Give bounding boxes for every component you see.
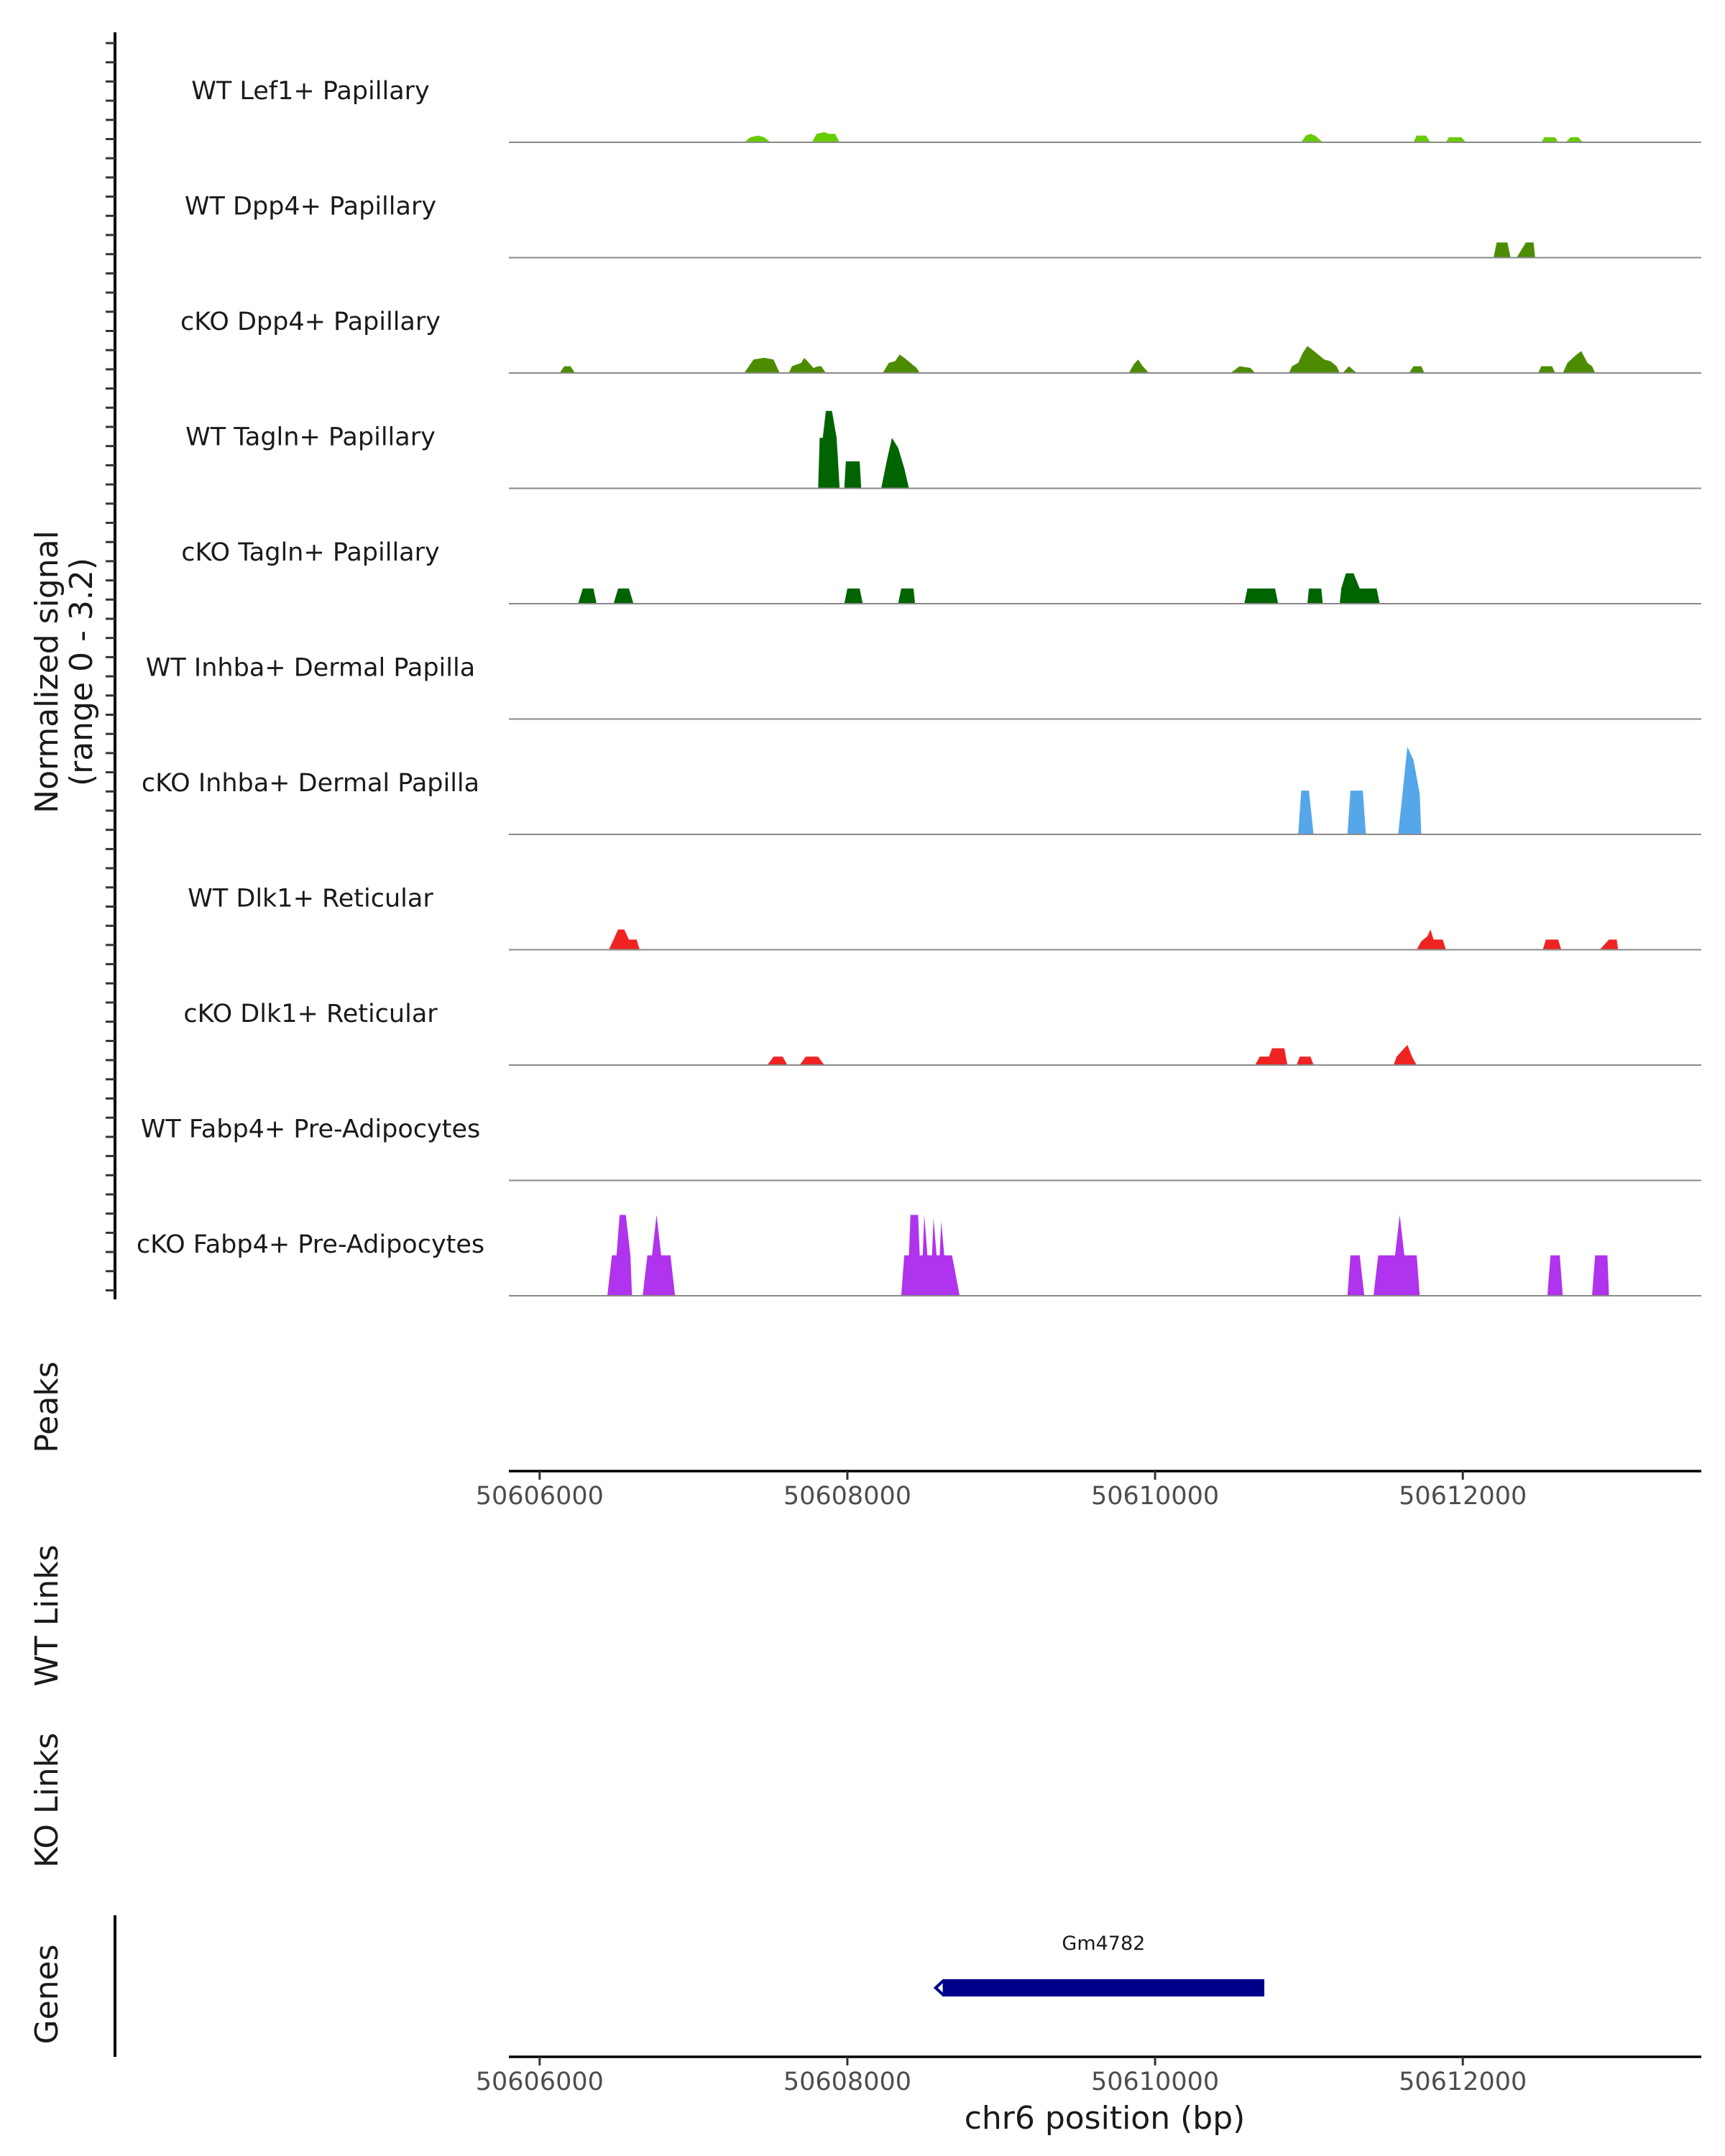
x-tick-label: 50606000 (476, 1482, 604, 1511)
coverage-area (609, 929, 1619, 950)
track-label: cKO Fabp4+ Pre-Adipocytes (137, 1230, 484, 1259)
coverage-area (1298, 747, 1422, 834)
coverage-area (1494, 242, 1535, 258)
track-label: WT Dlk1+ Reticular (188, 885, 433, 913)
wt-links-title: WT Links (29, 1544, 65, 1686)
coverage-tracks: WT Lef1+ Papillary WT Dpp4+ Papillary cKO … (137, 77, 1701, 1296)
gene-body (942, 1979, 1265, 1996)
track-label: WT Inhba+ Dermal Papilla (146, 654, 475, 683)
x-tick-label: 50610000 (1091, 1482, 1219, 1511)
peaks-x-ticks: 50606000 50608000 50610000 50612000 (476, 1471, 1527, 1511)
gene-label: Gm4782 (1062, 1932, 1145, 1955)
coverage-area (767, 1044, 1417, 1065)
x-tick-label: 50606000 (476, 2068, 604, 2096)
peaks-title: Peaks (29, 1361, 65, 1452)
track-label: cKO Tagln+ Papillary (181, 538, 440, 567)
coverage-area (818, 410, 909, 489)
track-label: WT Dpp4+ Papillary (185, 193, 436, 221)
x-tick-label: 50612000 (1399, 2068, 1527, 2096)
track-label: WT Lef1+ Papillary (191, 77, 430, 106)
coverage-area (578, 573, 1380, 604)
coverage-ylabel-line1: Normalized signal (29, 530, 65, 814)
coverage-area (559, 346, 1596, 373)
ko-links-title: KO Links (29, 1733, 65, 1868)
coverage-y-ticks (106, 42, 115, 1291)
track-label: WT Tagln+ Papillary (185, 423, 436, 452)
track-label: WT Fabp4+ Pre-Adipocytes (141, 1115, 480, 1144)
track-label: cKO Inhba+ Dermal Papilla (142, 769, 479, 798)
gene-models: Gm4782 (933, 1932, 1265, 1997)
x-tick-label: 50610000 (1091, 2068, 1219, 2096)
genes-title: Genes (29, 1944, 65, 2044)
x-tick-label: 50608000 (783, 1482, 911, 1511)
x-tick-label: 50608000 (783, 2068, 911, 2096)
coverage-ylabel-line2: (range 0 - 3.2) (63, 558, 100, 786)
track-label: cKO Dpp4+ Papillary (180, 308, 441, 336)
strand-arrow-icon (933, 1978, 946, 1997)
track-label: cKO Dlk1+ Reticular (183, 1000, 438, 1028)
x-axis-title: chr6 position (bp) (965, 2100, 1246, 2137)
genes-x-ticks: 50606000 50608000 50610000 50612000 (476, 2057, 1527, 2096)
coverage-area (607, 1215, 1609, 1296)
x-tick-label: 50612000 (1399, 1482, 1527, 1511)
coverage-area (744, 132, 1583, 142)
